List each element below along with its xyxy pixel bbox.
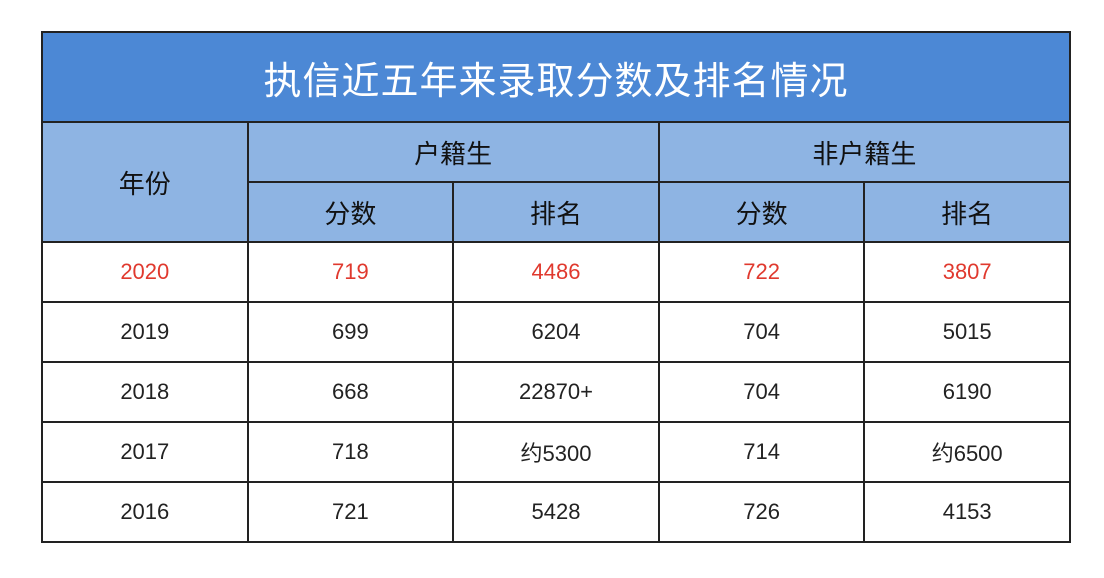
cell-nonlocal-rank: 5015 — [863, 301, 1071, 363]
table-row: 2018 668 22870+ 704 6190 — [41, 361, 1071, 423]
cell-year: 2018 — [41, 361, 249, 423]
cell-nonlocal-rank: 3807 — [863, 241, 1071, 303]
cell-year: 2016 — [41, 481, 249, 543]
cell-nonlocal-score: 722 — [657, 241, 866, 303]
header-nonlocal: 非户籍生 — [657, 121, 1072, 183]
cell-local-rank: 约5300 — [452, 421, 660, 483]
cell-local-score: 719 — [246, 241, 455, 303]
header-nonlocal-score: 分数 — [657, 181, 866, 243]
header-year: 年份 — [41, 121, 249, 243]
cell-year: 2020 — [41, 241, 249, 303]
header-local-rank: 排名 — [452, 181, 660, 243]
cell-local-rank: 22870+ — [452, 361, 660, 423]
table-row: 2016 721 5428 726 4153 — [41, 481, 1071, 543]
cell-local-rank: 5428 — [452, 481, 660, 543]
cell-nonlocal-rank: 约6500 — [863, 421, 1071, 483]
cell-local-score: 699 — [246, 301, 455, 363]
cell-nonlocal-rank: 4153 — [863, 481, 1071, 543]
cell-nonlocal-score: 714 — [657, 421, 866, 483]
cell-local-score: 721 — [246, 481, 455, 543]
admission-table: 执信近五年来录取分数及排名情况 年份 户籍生 非户籍生 分数 排名 分数 排名 … — [41, 31, 1072, 543]
table-row: 2020 719 4486 722 3807 — [41, 241, 1071, 303]
cell-nonlocal-rank: 6190 — [863, 361, 1071, 423]
cell-local-score: 718 — [246, 421, 455, 483]
cell-local-score: 668 — [246, 361, 455, 423]
table-title: 执信近五年来录取分数及排名情况 — [41, 31, 1071, 123]
table-row: 2017 718 约5300 714 约6500 — [41, 421, 1071, 483]
header-local-score: 分数 — [246, 181, 455, 243]
table-row: 2019 699 6204 704 5015 — [41, 301, 1071, 363]
cell-nonlocal-score: 726 — [657, 481, 866, 543]
cell-nonlocal-score: 704 — [657, 361, 866, 423]
cell-local-rank: 6204 — [452, 301, 660, 363]
header-nonlocal-rank: 排名 — [863, 181, 1071, 243]
cell-year: 2019 — [41, 301, 249, 363]
header-local: 户籍生 — [246, 121, 660, 183]
cell-nonlocal-score: 704 — [657, 301, 866, 363]
cell-local-rank: 4486 — [452, 241, 660, 303]
cell-year: 2017 — [41, 421, 249, 483]
